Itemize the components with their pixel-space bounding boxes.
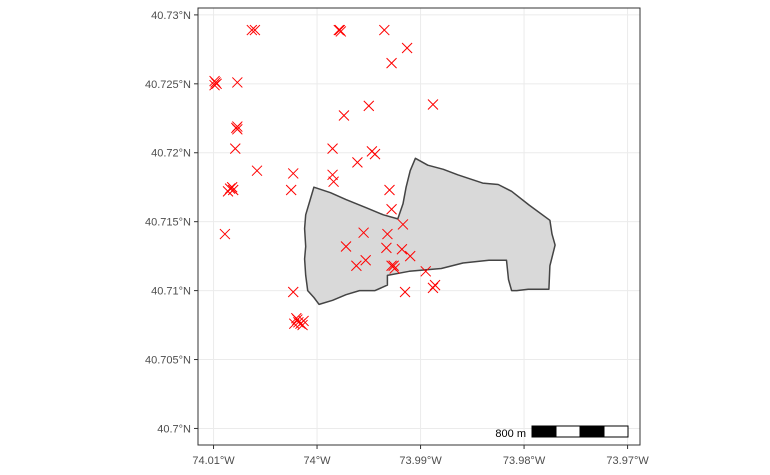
point-marker — [246, 24, 258, 36]
point-marker — [292, 314, 303, 325]
point-marker — [335, 26, 347, 37]
point-marker — [285, 184, 297, 196]
scale-bar-segment — [579, 425, 605, 438]
x-tick-label: 73.97°W — [606, 455, 649, 467]
y-axis: 40.73°N 40.725°N 40.72°N 40.715°N 40.71°N 40.… — [145, 10, 198, 435]
point-marker — [401, 42, 413, 54]
y-tick-label: 40.705°N — [145, 355, 191, 367]
point-marker — [229, 143, 241, 154]
point-marker — [382, 228, 393, 240]
point-marker — [399, 286, 411, 298]
y-tick-label: 40.72°N — [151, 148, 191, 160]
point-marker — [396, 243, 408, 255]
y-tick-label: 40.71°N — [151, 286, 191, 298]
x-tick-label: 73.99°W — [399, 455, 442, 467]
point-marker — [287, 286, 299, 298]
point-marker — [231, 123, 243, 135]
point-marker — [388, 260, 399, 272]
scale-bar-segments — [531, 425, 629, 438]
point-marker — [209, 75, 220, 87]
point-marker — [369, 148, 381, 160]
point-marker — [404, 250, 416, 262]
y-tick-label: 40.715°N — [145, 217, 191, 229]
point-marker — [327, 143, 338, 154]
x-tick-label: 73.98°W — [503, 455, 546, 467]
point-marker — [251, 165, 263, 177]
point-marker — [231, 77, 243, 88]
point-marker — [219, 228, 231, 240]
x-tick-label: 74°W — [304, 455, 332, 467]
point-marker — [249, 24, 261, 36]
point-marker — [327, 169, 338, 181]
point-marker — [420, 265, 432, 277]
point-marker — [386, 203, 397, 215]
y-tick-label: 40.725°N — [145, 79, 191, 91]
point-marker — [352, 157, 363, 168]
scale-bar: 800 m — [495, 425, 629, 440]
point-marker — [227, 184, 239, 196]
point-marker — [389, 263, 401, 274]
point-marker — [358, 227, 369, 239]
point-marker — [340, 241, 352, 252]
scale-bar-segment — [555, 425, 581, 438]
point-marker — [298, 315, 309, 327]
x-tick-label: 74.01°W — [192, 455, 235, 467]
y-tick-label: 40.7°N — [157, 423, 191, 435]
point-marker — [384, 184, 395, 196]
point-marker — [328, 176, 339, 188]
district-polygon — [303, 157, 556, 306]
x-axis: 74.01°W 74°W 73.99°W 73.98°W 73.97°W — [192, 445, 649, 467]
district-polygon-layer — [303, 157, 556, 306]
point-marker — [363, 100, 375, 112]
panel-border — [197, 7, 641, 446]
point-markers — [209, 24, 441, 331]
point-marker — [351, 260, 362, 272]
scale-bar-segment — [531, 425, 557, 438]
point-marker — [378, 24, 390, 36]
y-tick-label: 40.73°N — [151, 10, 191, 22]
point-marker — [397, 219, 409, 230]
scale-bar-label: 800 m — [495, 428, 526, 440]
point-marker — [386, 57, 397, 69]
point-marker — [224, 183, 236, 194]
point-marker — [381, 242, 392, 254]
point-marker — [427, 99, 439, 110]
point-marker — [427, 282, 439, 294]
point-marker — [338, 110, 350, 121]
point-marker — [287, 168, 299, 179]
scale-bar-segment — [603, 425, 629, 438]
point-marker — [360, 254, 372, 266]
